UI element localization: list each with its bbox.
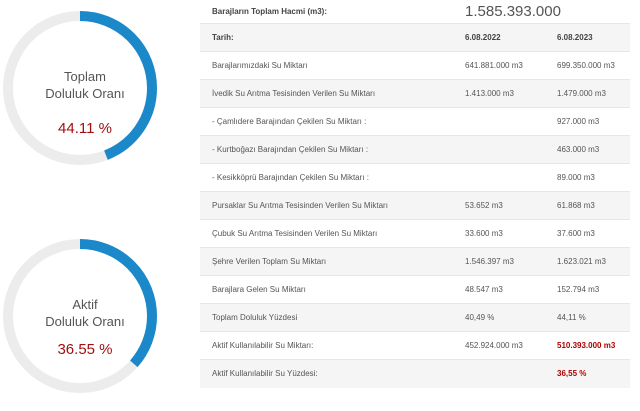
- row-label: Şehre Verilen Toplam Su Miktarı: [212, 257, 327, 266]
- row-value-2023: 152.794 m3: [557, 285, 600, 294]
- row-value-2023: 44,11 %: [557, 313, 586, 322]
- date-column-2023: 6.08.2023: [557, 33, 593, 42]
- table-row: İvedik Su Arıtma Tesisinden Verilen Su M…: [200, 80, 630, 108]
- table-row: - Kesikköprü Barajından Çekilen Su Mikta…: [200, 164, 630, 192]
- table-row: Şehre Verilen Toplam Su Miktarı 1.546.39…: [200, 248, 630, 276]
- total-fullness-ring: [3, 11, 157, 165]
- total-volume-label: Barajların Toplam Hacmi (m3):: [212, 7, 327, 16]
- row-value-2023: 927.000 m3: [557, 117, 600, 126]
- row-label: Aktif Kullanılabilir Su Miktarı:: [212, 341, 314, 350]
- active-fullness-ring: [3, 239, 157, 393]
- row-label: - Kurtboğazı Barajından Çekilen Su Mikta…: [212, 145, 369, 154]
- table-row: Aktif Kullanılabilir Su Miktarı: 452.924…: [200, 332, 630, 360]
- row-label: Barajlarımızdaki Su Miktarı: [212, 61, 308, 70]
- gauge-title-line1: Toplam: [64, 69, 106, 84]
- row-value-2023: 510.393.000 m3: [557, 341, 616, 350]
- gauge-title-line1: Aktif: [72, 297, 98, 312]
- table-row: - Çamlıdere Barajından Çekilen Su Miktar…: [200, 108, 630, 136]
- row-value-2022: 53.652 m3: [465, 201, 503, 210]
- date-column-2022: 6.08.2022: [465, 33, 501, 42]
- dam-statistics-table: Barajların Toplam Hacmi (m3): 1.585.393.…: [200, 0, 630, 388]
- row-value-2023: 37.600 m3: [557, 229, 595, 238]
- row-value-2023: 1.623.021 m3: [557, 257, 606, 266]
- row-value-2022: 48.547 m3: [465, 285, 503, 294]
- row-value-2023: 1.479.000 m3: [557, 89, 606, 98]
- table-row: - Kurtboğazı Barajından Çekilen Su Mikta…: [200, 136, 630, 164]
- date-label: Tarih:: [212, 33, 234, 42]
- total-volume-value: 1.585.393.000: [465, 3, 561, 20]
- row-label: Pursaklar Su Arıtma Tesisinden Verilen S…: [212, 201, 388, 210]
- row-value-2023: 699.350.000 m3: [557, 61, 615, 70]
- table-row: Pursaklar Su Arıtma Tesisinden Verilen S…: [200, 192, 630, 220]
- row-value-2022: 33.600 m3: [465, 229, 503, 238]
- table-row: Barajlara Gelen Su Miktarı 48.547 m3 152…: [200, 276, 630, 304]
- row-value-2023: 89.000 m3: [557, 173, 595, 182]
- row-value-2023: 463.000 m3: [557, 145, 600, 154]
- row-value-2022: 641.881.000 m3: [465, 61, 523, 70]
- gauge-progress-arc: [3, 239, 157, 393]
- row-label: İvedik Su Arıtma Tesisinden Verilen Su M…: [212, 89, 376, 98]
- row-value-2022: 1.546.397 m3: [465, 257, 514, 266]
- row-label: Aktif Kullanılabilir Su Yüzdesi:: [212, 369, 318, 378]
- gauge-title-line2: Doluluk Oranı: [45, 86, 125, 101]
- row-value-2022: 40,49 %: [465, 313, 495, 322]
- gauge-value: 36.55 %: [57, 341, 113, 358]
- gauge-value: 44.11 %: [58, 120, 112, 137]
- table-row: Barajlarımızdaki Su Miktarı 641.881.000 …: [200, 52, 630, 80]
- table-row: Çubuk Su Arıtma Tesisinden Verilen Su Mi…: [200, 220, 630, 248]
- gauge-progress-arc: [3, 11, 157, 165]
- total-volume-row: Barajların Toplam Hacmi (m3): 1.585.393.…: [200, 0, 630, 24]
- row-label: Barajlara Gelen Su Miktarı: [212, 285, 306, 294]
- table-row: Aktif Kullanılabilir Su Yüzdesi: 36,55 %: [200, 360, 630, 388]
- gauge-title-line2: Doluluk Oranı: [45, 314, 125, 329]
- row-label: - Çamlıdere Barajından Çekilen Su Miktar…: [212, 117, 367, 126]
- row-value-2022: 1.413.000 m3: [465, 89, 514, 98]
- row-label: Toplam Doluluk Yüzdesi: [212, 313, 298, 322]
- row-label: - Kesikköprü Barajından Çekilen Su Mikta…: [212, 173, 369, 182]
- row-value-2022: 452.924.000 m3: [465, 341, 523, 350]
- table-row: Toplam Doluluk Yüzdesi 40,49 % 44,11 %: [200, 304, 630, 332]
- row-value-2023: 61.868 m3: [557, 201, 595, 210]
- active-fullness-gauge: Aktif Doluluk Oranı 36.55 %: [0, 230, 170, 400]
- row-value-2023: 36,55 %: [557, 369, 587, 378]
- total-fullness-gauge: Toplam Doluluk Oranı 44.11 %: [0, 2, 170, 172]
- row-label: Çubuk Su Arıtma Tesisinden Verilen Su Mi…: [212, 229, 378, 238]
- date-header-row: Tarih: 6.08.2022 6.08.2023: [200, 24, 630, 52]
